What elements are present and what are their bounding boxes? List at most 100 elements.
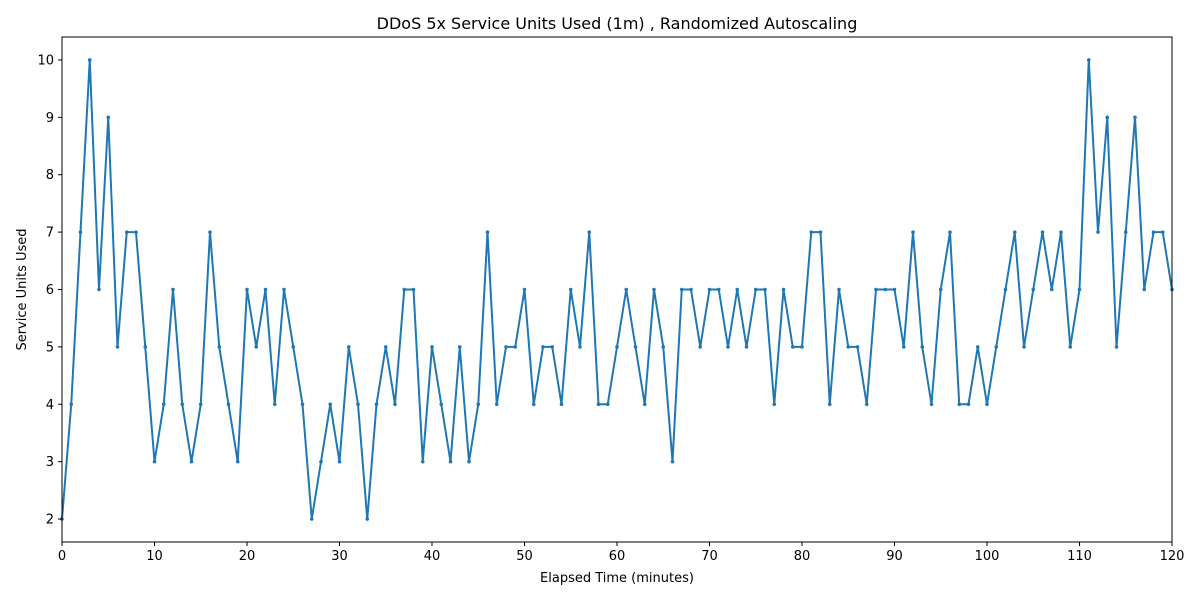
data-point <box>781 287 786 292</box>
x-tick-label: 0 <box>58 549 66 564</box>
data-point <box>494 402 499 407</box>
data-point <box>457 345 462 349</box>
data-point <box>513 345 518 349</box>
x-tick-label: 80 <box>794 549 811 564</box>
data-point <box>124 230 129 234</box>
data-point <box>892 287 897 292</box>
data-point <box>171 287 175 292</box>
data-point <box>670 459 675 464</box>
x-tick-label: 40 <box>424 549 441 564</box>
data-point <box>383 345 388 349</box>
data-point <box>411 287 416 292</box>
data-point <box>1096 230 1100 234</box>
data-point <box>134 230 138 234</box>
data-point <box>87 58 92 62</box>
data-point <box>467 459 471 464</box>
x-tick-label: 120 <box>1160 549 1185 564</box>
data-point <box>439 402 444 407</box>
data-point <box>633 345 638 349</box>
data-point <box>309 517 314 521</box>
x-axis-label: Elapsed Time (minutes) <box>540 571 694 586</box>
x-tick-label: 50 <box>516 549 533 564</box>
data-point <box>726 345 730 349</box>
data-point <box>346 345 351 349</box>
data-point <box>790 345 795 349</box>
data-point <box>994 345 999 349</box>
y-tick-label: 6 <box>46 283 54 298</box>
x-tick-label: 110 <box>1067 549 1092 564</box>
data-point <box>291 345 296 349</box>
data-point <box>827 402 832 407</box>
data-point <box>374 402 379 407</box>
data-point <box>929 402 934 407</box>
data-point <box>402 287 407 292</box>
data-point <box>744 345 749 349</box>
data-point <box>1151 230 1156 234</box>
data-point <box>948 230 952 234</box>
data-point <box>874 287 878 292</box>
data-point <box>208 230 212 234</box>
data-point <box>661 345 666 349</box>
data-point <box>69 402 74 407</box>
x-tick-label: 70 <box>701 549 718 564</box>
x-tick-label: 30 <box>331 549 348 564</box>
data-point <box>809 230 814 234</box>
data-point <box>596 402 601 407</box>
data-point <box>235 459 240 464</box>
data-point <box>707 287 712 292</box>
data-point <box>300 402 305 407</box>
x-tick-label: 10 <box>146 549 163 564</box>
y-tick-label: 5 <box>46 340 54 355</box>
data-point <box>420 459 425 464</box>
data-point <box>1160 230 1165 234</box>
data-point <box>1114 345 1119 349</box>
data-point <box>753 287 758 292</box>
data-point <box>883 287 888 292</box>
data-point <box>226 402 231 407</box>
data-point <box>975 345 980 349</box>
x-tick-label: 20 <box>239 549 256 564</box>
data-point <box>800 345 804 349</box>
data-point <box>901 345 906 349</box>
data-point <box>78 230 83 234</box>
data-point <box>1086 58 1091 62</box>
data-point <box>735 287 740 292</box>
data-point <box>550 345 555 349</box>
x-tick-label: 100 <box>975 549 1000 564</box>
data-point <box>1012 230 1017 234</box>
data-point <box>217 345 222 349</box>
data-point <box>1049 287 1054 292</box>
x-axis: 0 10 20 30 40 50 60 70 80 90 100 110 120 <box>58 542 1185 564</box>
data-point <box>448 459 453 464</box>
y-tick-label: 2 <box>46 513 54 528</box>
data-point <box>1105 115 1110 120</box>
data-point <box>772 402 777 407</box>
data-point <box>763 287 767 292</box>
x-tick-label: 60 <box>609 549 626 564</box>
data-point <box>568 287 573 292</box>
data-point <box>846 345 851 349</box>
data-point <box>254 345 259 349</box>
data-point <box>966 402 971 407</box>
data-point <box>818 230 823 234</box>
data-point <box>282 287 286 292</box>
data-point <box>189 459 194 464</box>
data-point <box>1123 230 1128 234</box>
data-point <box>578 345 582 349</box>
data-point <box>272 402 277 407</box>
y-axis-label: Service Units Used <box>15 228 30 350</box>
y-tick-label: 9 <box>46 111 54 126</box>
data-point <box>504 345 508 349</box>
data-point <box>615 345 619 349</box>
y-tick-label: 3 <box>46 455 54 470</box>
y-tick-label: 8 <box>46 168 54 183</box>
data-point <box>920 345 925 349</box>
y-tick-label: 10 <box>37 53 54 68</box>
plot-area <box>60 58 1174 521</box>
data-point <box>837 287 841 292</box>
data-point <box>485 230 490 234</box>
data-point <box>393 402 397 407</box>
data-point <box>522 287 527 292</box>
data-point <box>716 287 721 292</box>
